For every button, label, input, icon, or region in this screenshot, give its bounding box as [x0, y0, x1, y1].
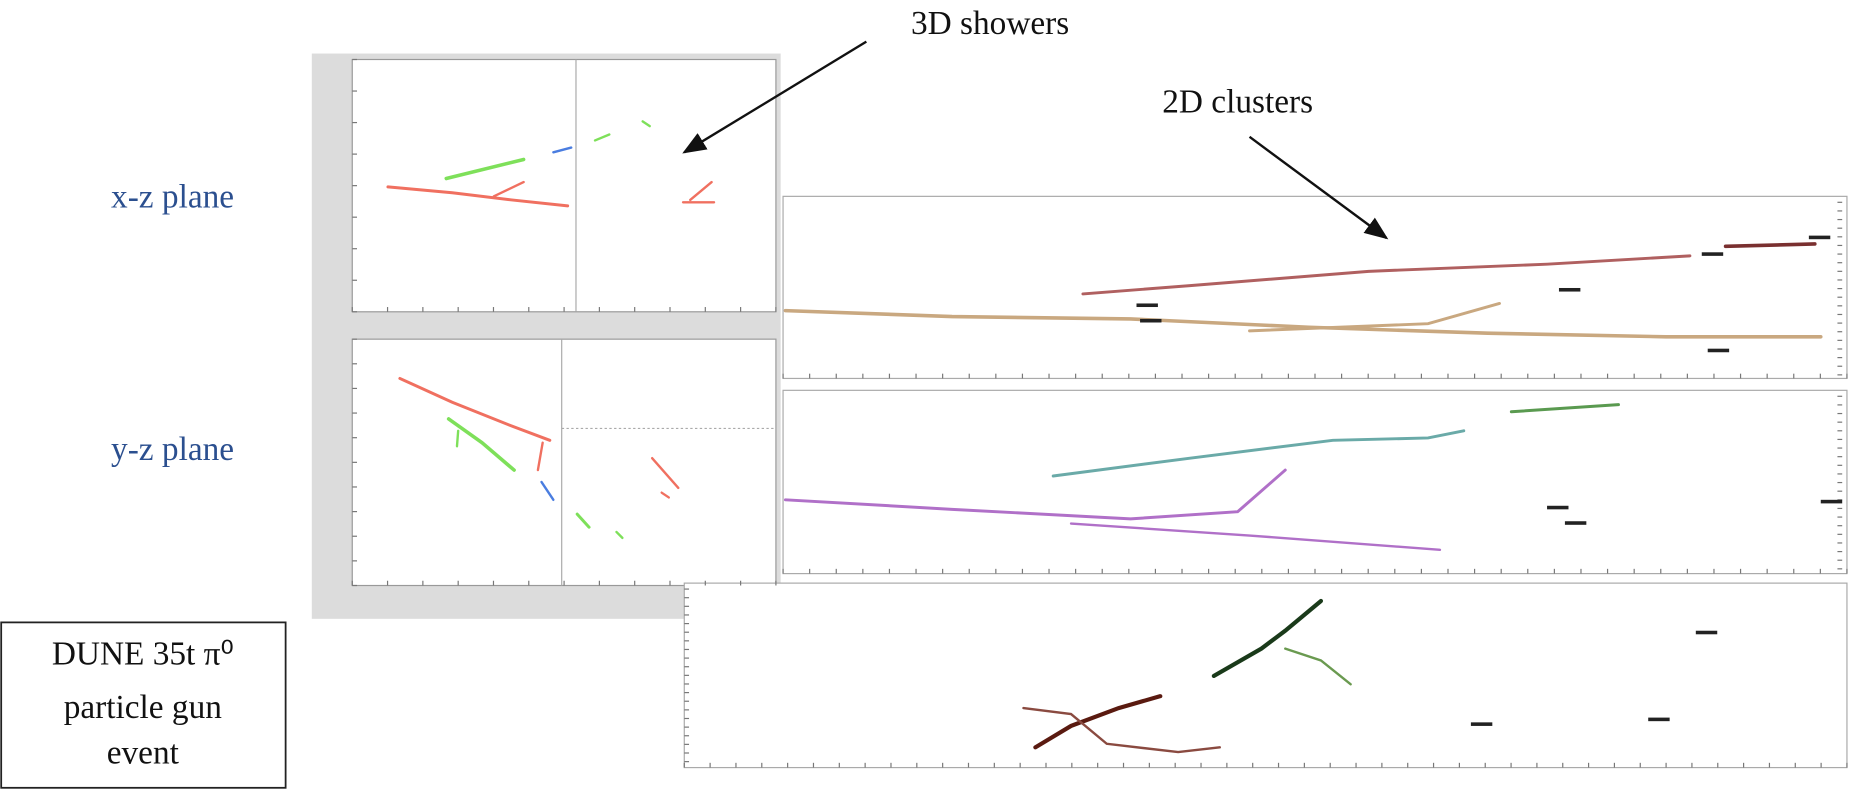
- cluster-view-u: [783, 196, 1847, 378]
- caption-line: DUNE 35t π⁰: [52, 636, 234, 673]
- hit: [1708, 349, 1729, 353]
- hit: [1565, 521, 1586, 525]
- annotation: 2D clusters: [1162, 83, 1313, 120]
- cluster-view-v: [783, 390, 1847, 573]
- annotation: 3D showers: [911, 5, 1069, 42]
- page: 3D showers 2D clusters x-z plane y-z pla…: [0, 0, 1866, 789]
- figure: 3D showers 2D clusters x-z plane y-z pla…: [0, 0, 1866, 789]
- xz-3d-plot: [352, 60, 776, 312]
- hit: [1821, 500, 1842, 504]
- hit: [1696, 631, 1717, 635]
- hit: [1559, 288, 1580, 292]
- track: [1726, 244, 1815, 246]
- hit: [1809, 236, 1830, 240]
- hit: [1136, 303, 1157, 307]
- caption-line: particle gun: [64, 689, 223, 726]
- hit: [1648, 718, 1669, 722]
- cluster-view-w: [684, 583, 1847, 767]
- plane-label: x-z plane: [111, 179, 234, 216]
- hit: [1140, 319, 1161, 323]
- hit: [1547, 506, 1568, 510]
- hit: [1471, 722, 1492, 726]
- yz-3d-plot: [352, 339, 776, 585]
- plane-label: y-z plane: [111, 431, 234, 468]
- track: [457, 431, 458, 446]
- hit: [1702, 252, 1723, 256]
- caption-line: event: [107, 734, 180, 771]
